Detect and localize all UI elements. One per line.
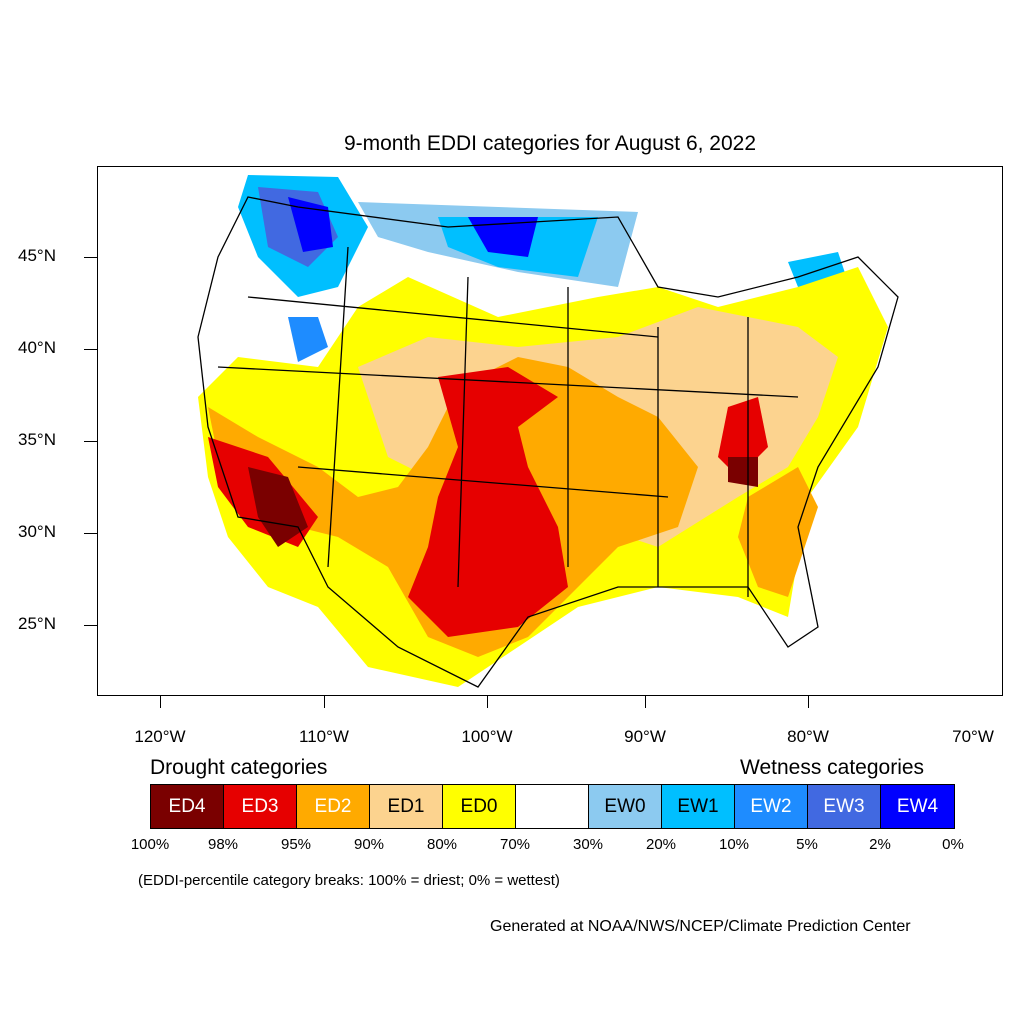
category-note: (EDDI-percentile category breaks: 100% =… xyxy=(138,872,560,889)
percentile-label: 70% xyxy=(499,836,531,853)
percentile-label: 10% xyxy=(718,836,750,853)
x-tick xyxy=(645,696,646,708)
x-label-70w: 70°W xyxy=(952,727,994,746)
y-tick xyxy=(84,441,97,442)
percentile-label: 2% xyxy=(869,836,891,853)
legend-cell-ed1: ED1 xyxy=(370,785,443,828)
percentile-label: 90% xyxy=(353,836,385,853)
legend-cell-ed2: ED2 xyxy=(297,785,370,828)
drought-heading: Drought categories xyxy=(150,756,328,779)
percentile-label: 30% xyxy=(572,836,604,853)
us-border xyxy=(197,196,899,688)
x-tick xyxy=(808,696,809,708)
credit-text: Generated at NOAA/NWS/NCEP/Climate Predi… xyxy=(490,918,911,935)
y-tick xyxy=(84,533,97,534)
wet-region-north-ew4 xyxy=(468,217,538,257)
legend-cell-ew3: EW3 xyxy=(808,785,881,828)
drought-ed4-tn xyxy=(728,457,758,487)
x-tick xyxy=(160,696,161,708)
wet-region-idaho-ew2 xyxy=(288,317,328,362)
y-label-45n: 45°N xyxy=(18,246,56,265)
legend-cell-ew1: EW1 xyxy=(662,785,735,828)
percentile-label: 100% xyxy=(130,836,170,853)
legend-cell-ew2: EW2 xyxy=(735,785,808,828)
percentile-label: 95% xyxy=(280,836,312,853)
boundaries xyxy=(197,196,899,688)
y-label-35n: 35°N xyxy=(18,430,56,449)
drought-ed3-plains xyxy=(408,367,568,637)
x-label-80w: 80°W xyxy=(787,727,829,746)
y-label-40n: 40°N xyxy=(18,338,56,357)
percentile-label: 80% xyxy=(426,836,458,853)
percentile-label: 20% xyxy=(645,836,677,853)
legend-cell-ew4: EW4 xyxy=(881,785,954,828)
wetness-heading: Wetness categories xyxy=(740,756,925,779)
y-label-30n: 30°N xyxy=(18,522,56,541)
eddi-map xyxy=(97,166,1003,696)
conus-map-graphic xyxy=(197,175,899,688)
percentile-label: 98% xyxy=(207,836,239,853)
x-label-120w: 120°W xyxy=(134,727,186,746)
legend-cell-ed3: ED3 xyxy=(224,785,297,828)
percentile-label: 0% xyxy=(942,836,964,853)
legend-cell-normal xyxy=(516,785,589,828)
y-tick xyxy=(84,625,97,626)
x-label-100w: 100°W xyxy=(461,727,513,746)
x-tick xyxy=(324,696,325,708)
y-tick xyxy=(84,257,97,258)
legend-cell-ed0: ED0 xyxy=(443,785,516,828)
x-label-90w: 90°W xyxy=(624,727,666,746)
drought-ed4-southwest xyxy=(248,467,308,547)
y-tick xyxy=(84,349,97,350)
map-title: 9-month EDDI categories for August 6, 20… xyxy=(343,132,757,155)
x-tick xyxy=(487,696,488,708)
x-label-110w: 110°W xyxy=(299,727,349,746)
legend-cell-ed4: ED4 xyxy=(151,785,224,828)
percentile-label: 5% xyxy=(796,836,818,853)
legend-colorbar: ED4 ED3 ED2 ED1 ED0 EW0 EW1 EW2 EW3 EW4 xyxy=(150,784,955,829)
y-label-25n: 25°N xyxy=(18,614,56,633)
legend-cell-ew0: EW0 xyxy=(589,785,662,828)
drought-ed2-se xyxy=(738,467,818,597)
